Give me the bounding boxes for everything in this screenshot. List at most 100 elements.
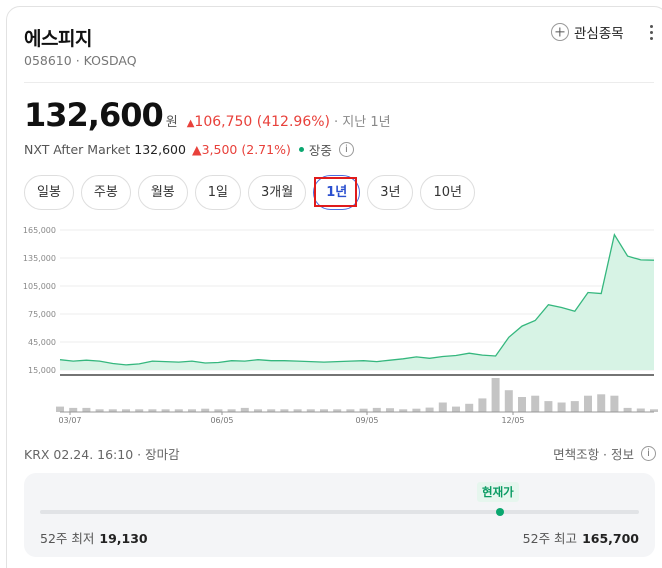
nxt-value: 132,600	[134, 142, 186, 157]
volume-bar	[478, 398, 487, 412]
tab-1year[interactable]: 1년	[313, 175, 361, 210]
volume-bar	[280, 409, 289, 412]
chart-footer: KRX 02.24. 16:10 · 장마감 면책조항 · 정보 i	[24, 444, 656, 463]
volume-bar	[161, 409, 170, 412]
nxt-change: ▲3,500	[191, 142, 238, 157]
price-area	[60, 234, 654, 370]
volume-bar	[531, 395, 540, 412]
volume-bar	[597, 394, 606, 412]
volume-bar	[359, 408, 368, 412]
more-options-icon[interactable]	[648, 25, 654, 41]
volume-bar	[623, 407, 632, 412]
period-tabs: 일봉 주봉 월봉 1일 3개월 1년 3년 10년	[24, 175, 475, 210]
volume-bar	[95, 409, 104, 412]
volume-bar	[293, 409, 302, 412]
current-price-marker	[496, 508, 504, 516]
52-week-low-value: 19,130	[99, 531, 148, 546]
volume-bar	[372, 407, 381, 412]
volume-bar	[267, 409, 276, 412]
volume-bar	[82, 407, 91, 412]
volume-bar	[122, 409, 130, 412]
info-icon[interactable]: i	[641, 446, 656, 461]
52-week-high: 52주 최고 165,700	[523, 528, 639, 547]
x-tick-label: 03/07	[58, 416, 81, 425]
volume-bar	[56, 406, 64, 412]
volume-bar	[399, 409, 408, 412]
stock-code-line: 058610 · KOSDAQ	[24, 53, 137, 68]
volume-bar	[306, 409, 315, 412]
volume-bar	[188, 409, 196, 412]
volume-bar	[518, 397, 526, 412]
divider	[24, 82, 654, 83]
volume-bar	[610, 395, 619, 412]
volume-bar	[320, 409, 328, 412]
volume-bar	[108, 409, 117, 412]
volume-bar	[452, 406, 460, 412]
info-icon[interactable]: i	[338, 142, 354, 157]
stock-code: 058610	[24, 53, 72, 68]
volume-bar	[201, 408, 210, 412]
volume-bar	[491, 378, 500, 412]
nxt-change-pct: (2.71%)	[241, 142, 291, 157]
volume-bar	[412, 408, 421, 412]
volume-bar	[69, 407, 78, 412]
y-tick-label: 105,000	[23, 282, 56, 291]
volume-bar	[174, 409, 183, 412]
volume-bar	[386, 408, 394, 412]
volume-bar	[557, 402, 566, 412]
price-chart: 165,000 135,000 105,000 75,000 45,000 15,000 0…	[23, 226, 658, 425]
separator: ·	[75, 53, 80, 68]
price-line	[59, 233, 655, 366]
stock-name: 에스피지	[24, 28, 92, 50]
price-row: 132,600 원 ▲106,750 (412.96%) · 지난 1년	[24, 96, 391, 134]
volume-bar	[240, 407, 249, 412]
volume-bar	[650, 409, 658, 412]
period-label: · 지난 1년	[334, 115, 391, 130]
volume-bar	[333, 409, 342, 412]
price-change: ▲106,750 (412.96%)	[187, 114, 330, 130]
y-tick-label: 45,000	[28, 338, 56, 347]
volume-bar	[570, 401, 579, 412]
tab-3month[interactable]: 3개월	[248, 175, 307, 210]
price-change-pct: (412.96%)	[256, 114, 330, 130]
nxt-label: NXT After Market	[24, 142, 131, 157]
volume-bar	[346, 409, 355, 412]
plus-icon	[551, 23, 569, 41]
volume-bar	[544, 401, 553, 412]
volume-bar	[438, 402, 447, 412]
52-week-low-label: 52주 최저	[40, 531, 95, 546]
price-unit: 원	[165, 115, 178, 130]
52-week-high-label: 52주 최고	[522, 531, 578, 546]
volume-bar	[584, 395, 592, 412]
current-price: 132,600	[24, 96, 164, 134]
disclaimer-link[interactable]: 면책조항 · 정보	[553, 447, 634, 462]
market-status: KRX 02.24. 16:10 · 장마감	[24, 447, 180, 462]
y-tick-label: 75,000	[28, 310, 56, 319]
nxt-row: NXT After Market 132,600 ▲3,500 (2.71%) …	[24, 140, 354, 159]
x-tick-label: 06/05	[210, 416, 233, 425]
y-tick-label: 165,000	[23, 226, 56, 235]
status-dot-icon	[298, 147, 304, 152]
tab-10year[interactable]: 10년	[420, 175, 475, 210]
y-tick-label: 15,000	[28, 366, 56, 375]
tab-monthly[interactable]: 월봉	[137, 175, 188, 210]
x-tick-label: 12/05	[501, 416, 524, 425]
volume-bar	[135, 409, 144, 412]
watchlist-button[interactable]: 관심종목	[551, 22, 624, 42]
range-track	[40, 510, 639, 514]
52-week-high-value: 165,700	[582, 531, 639, 546]
tab-1day[interactable]: 1일	[194, 175, 241, 210]
watchlist-label: 관심종목	[574, 26, 624, 42]
volume-bar	[148, 409, 157, 412]
volume-bar	[425, 407, 434, 412]
nxt-status: 장중	[308, 143, 332, 158]
price-change-value: 106,750	[194, 114, 253, 130]
tab-weekly[interactable]: 주봉	[80, 175, 131, 210]
tab-3year[interactable]: 3년	[367, 175, 414, 210]
52-week-range: 현재가 52주 최저 19,130 52주 최고 165,700	[24, 473, 655, 557]
current-price-badge: 현재가	[477, 482, 519, 502]
tab-daily[interactable]: 일봉	[24, 175, 74, 210]
y-tick-label: 135,000	[23, 254, 56, 263]
stock-market: KOSDAQ	[83, 53, 137, 68]
up-arrow-icon: ▲	[186, 118, 195, 129]
